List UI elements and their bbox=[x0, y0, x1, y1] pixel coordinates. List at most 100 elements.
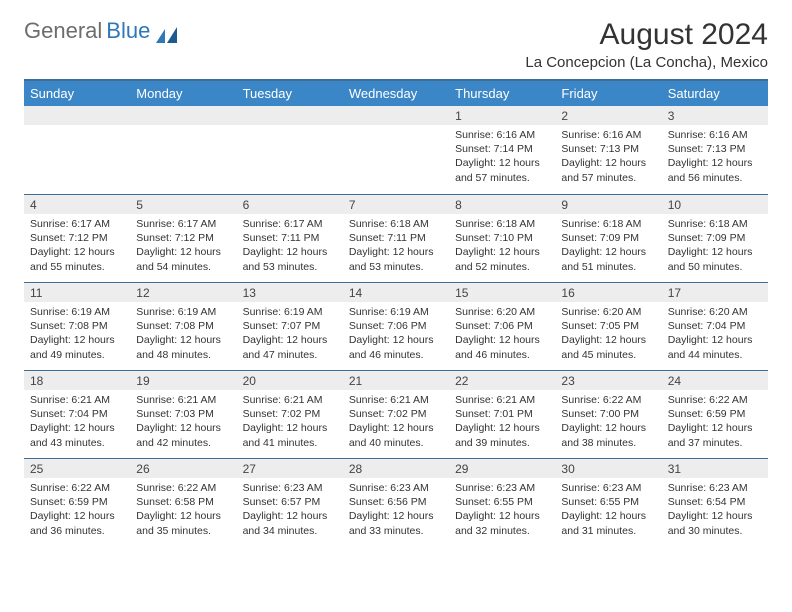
day-content: Sunrise: 6:22 AMSunset: 6:58 PMDaylight:… bbox=[130, 478, 236, 542]
day-content: Sunrise: 6:20 AMSunset: 7:04 PMDaylight:… bbox=[662, 302, 768, 366]
day-number: 29 bbox=[449, 458, 555, 478]
daylight-line: Daylight: 12 hours and 35 minutes. bbox=[136, 510, 221, 536]
calendar-cell bbox=[343, 106, 449, 194]
sunset-line: Sunset: 6:59 PM bbox=[668, 408, 746, 420]
day-number: 5 bbox=[130, 194, 236, 214]
day-content: Sunrise: 6:16 AMSunset: 7:14 PMDaylight:… bbox=[449, 125, 555, 189]
page-title: August 2024 bbox=[525, 18, 768, 52]
sunrise-line: Sunrise: 6:18 AM bbox=[349, 218, 429, 230]
day-number: 20 bbox=[237, 370, 343, 390]
day-number: 12 bbox=[130, 282, 236, 302]
day-content: Sunrise: 6:19 AMSunset: 7:08 PMDaylight:… bbox=[130, 302, 236, 366]
day-number: 3 bbox=[662, 106, 768, 125]
sunrise-line: Sunrise: 6:20 AM bbox=[561, 306, 641, 318]
daylight-line: Daylight: 12 hours and 42 minutes. bbox=[136, 422, 221, 448]
day-number bbox=[24, 106, 130, 125]
day-number bbox=[130, 106, 236, 125]
day-content: Sunrise: 6:22 AMSunset: 6:59 PMDaylight:… bbox=[24, 478, 130, 542]
daylight-line: Daylight: 12 hours and 51 minutes. bbox=[561, 246, 646, 272]
calendar-cell: 24Sunrise: 6:22 AMSunset: 6:59 PMDayligh… bbox=[662, 370, 768, 458]
daylight-line: Daylight: 12 hours and 53 minutes. bbox=[243, 246, 328, 272]
calendar-table: SundayMondayTuesdayWednesdayThursdayFrid… bbox=[24, 79, 768, 546]
daylight-line: Daylight: 12 hours and 54 minutes. bbox=[136, 246, 221, 272]
sunrise-line: Sunrise: 6:22 AM bbox=[561, 394, 641, 406]
day-content: Sunrise: 6:21 AM Sunset: 7:03 PM Daylight:… bbox=[130, 390, 236, 454]
day-number: 21 bbox=[343, 370, 449, 390]
daylight-line: Daylight: 12 hours and 34 minutes. bbox=[243, 510, 328, 536]
calendar-cell: 9Sunrise: 6:18 AMSunset: 7:09 PMDaylight… bbox=[555, 194, 661, 282]
day-number: 2 bbox=[555, 106, 661, 125]
day-number: 14 bbox=[343, 282, 449, 302]
day-number: 30 bbox=[555, 458, 661, 478]
daylight-line: Daylight: 12 hours and 46 minutes. bbox=[349, 334, 434, 360]
day-content: Sunrise: 6:20 AM Sunset: 7:05 PM Daylight:… bbox=[555, 302, 661, 366]
sunrise-line: Sunrise: 6:23 AM bbox=[561, 482, 641, 494]
daylight-line: Daylight: 12 hours and 48 minutes. bbox=[136, 334, 221, 360]
calendar-cell: 27Sunrise: 6:23 AMSunset: 6:57 PMDayligh… bbox=[237, 458, 343, 546]
sunrise-line: Sunrise: 6:23 AM bbox=[243, 482, 323, 494]
logo: GeneralBlue bbox=[24, 18, 178, 44]
sunset-line: Sunset: 7:09 PM bbox=[561, 232, 639, 244]
calendar-cell: 18Sunrise: 6:21 AMSunset: 7:04 PMDayligh… bbox=[24, 370, 130, 458]
sunset-line: Sunset: 7:09 PM bbox=[668, 232, 746, 244]
sunset-line: Sunset: 7:10 PM bbox=[455, 232, 533, 244]
day-number: 7 bbox=[343, 194, 449, 214]
sunrise-line: Sunrise: 6:16 AM bbox=[455, 129, 535, 141]
calendar-cell: 25Sunrise: 6:22 AMSunset: 6:59 PMDayligh… bbox=[24, 458, 130, 546]
daylight-line: Daylight: 12 hours and 44 minutes. bbox=[668, 334, 753, 360]
sunrise-line: Sunrise: 6:19 AM bbox=[349, 306, 429, 318]
daylight-line: Daylight: 12 hours and 46 minutes. bbox=[455, 334, 540, 360]
sunrise-line: Sunrise: 6:20 AM bbox=[455, 306, 535, 318]
daylight-line: Daylight: 12 hours and 36 minutes. bbox=[30, 510, 115, 536]
sunrise-line: Sunrise: 6:22 AM bbox=[668, 394, 748, 406]
sunrise-line: Sunrise: 6:21 AM bbox=[136, 394, 216, 406]
day-content: Sunrise: 6:20 AMSunset: 7:06 PMDaylight:… bbox=[449, 302, 555, 366]
day-content: Sunrise: 6:21 AMSunset: 7:02 PMDaylight:… bbox=[237, 390, 343, 454]
daylight-line: Daylight: 12 hours and 53 minutes. bbox=[349, 246, 434, 272]
calendar-cell: 30Sunrise: 6:23 AMSunset: 6:55 PMDayligh… bbox=[555, 458, 661, 546]
day-number: 13 bbox=[237, 282, 343, 302]
day-content bbox=[130, 125, 236, 185]
sunset-line: Sunset: 7:12 PM bbox=[136, 232, 214, 244]
daylight-line: Daylight: 12 hours and 45 minutes. bbox=[561, 334, 646, 360]
sunset-line: Sunset: 7:05 PM bbox=[561, 320, 639, 332]
sunset-line: Sunset: 7:11 PM bbox=[243, 232, 320, 244]
day-number: 23 bbox=[555, 370, 661, 390]
day-number: 8 bbox=[449, 194, 555, 214]
calendar-cell: 16 Sunrise: 6:20 AM Sunset: 7:05 PM Dayligh… bbox=[555, 282, 661, 370]
weekday-header: Friday bbox=[555, 80, 661, 106]
calendar-cell: 20Sunrise: 6:21 AMSunset: 7:02 PMDayligh… bbox=[237, 370, 343, 458]
calendar-cell: 7Sunrise: 6:18 AMSunset: 7:11 PMDaylight… bbox=[343, 194, 449, 282]
calendar-cell: 15Sunrise: 6:20 AMSunset: 7:06 PMDayligh… bbox=[449, 282, 555, 370]
sunset-line: Sunset: 7:00 PM bbox=[561, 408, 639, 420]
day-content: Sunrise: 6:19 AMSunset: 7:07 PMDaylight:… bbox=[237, 302, 343, 366]
calendar-cell: 5Sunrise: 6:17 AMSunset: 7:12 PMDaylight… bbox=[130, 194, 236, 282]
daylight-line: Daylight: 12 hours and 32 minutes. bbox=[455, 510, 540, 536]
sunrise-line: Sunrise: 6:23 AM bbox=[455, 482, 535, 494]
logo-text-1: General bbox=[24, 18, 102, 44]
day-number: 16 bbox=[555, 282, 661, 302]
calendar-cell: 1Sunrise: 6:16 AMSunset: 7:14 PMDaylight… bbox=[449, 106, 555, 194]
calendar-cell: 21Sunrise: 6:21 AMSunset: 7:02 PMDayligh… bbox=[343, 370, 449, 458]
calendar-cell bbox=[237, 106, 343, 194]
sunset-line: Sunset: 7:03 PM bbox=[136, 408, 214, 420]
calendar-cell: 4Sunrise: 6:17 AMSunset: 7:12 PMDaylight… bbox=[24, 194, 130, 282]
sunrise-line: Sunrise: 6:22 AM bbox=[136, 482, 216, 494]
sunrise-line: Sunrise: 6:23 AM bbox=[668, 482, 748, 494]
weekday-header: Saturday bbox=[662, 80, 768, 106]
day-number: 17 bbox=[662, 282, 768, 302]
sunset-line: Sunset: 7:02 PM bbox=[243, 408, 321, 420]
weekday-header: Sunday bbox=[24, 80, 130, 106]
day-content: Sunrise: 6:19 AMSunset: 7:06 PMDaylight:… bbox=[343, 302, 449, 366]
sunset-line: Sunset: 7:04 PM bbox=[30, 408, 108, 420]
sunrise-line: Sunrise: 6:21 AM bbox=[349, 394, 429, 406]
logo-text-2: Blue bbox=[106, 18, 150, 44]
title-block: August 2024 La Concepcion (La Concha), M… bbox=[525, 18, 768, 71]
calendar-cell: 28Sunrise: 6:23 AMSunset: 6:56 PMDayligh… bbox=[343, 458, 449, 546]
day-number: 31 bbox=[662, 458, 768, 478]
day-number bbox=[237, 106, 343, 125]
weekday-header: Wednesday bbox=[343, 80, 449, 106]
daylight-line: Daylight: 12 hours and 30 minutes. bbox=[668, 510, 753, 536]
calendar-cell: 3Sunrise: 6:16 AMSunset: 7:13 PMDaylight… bbox=[662, 106, 768, 194]
sunset-line: Sunset: 7:08 PM bbox=[136, 320, 214, 332]
